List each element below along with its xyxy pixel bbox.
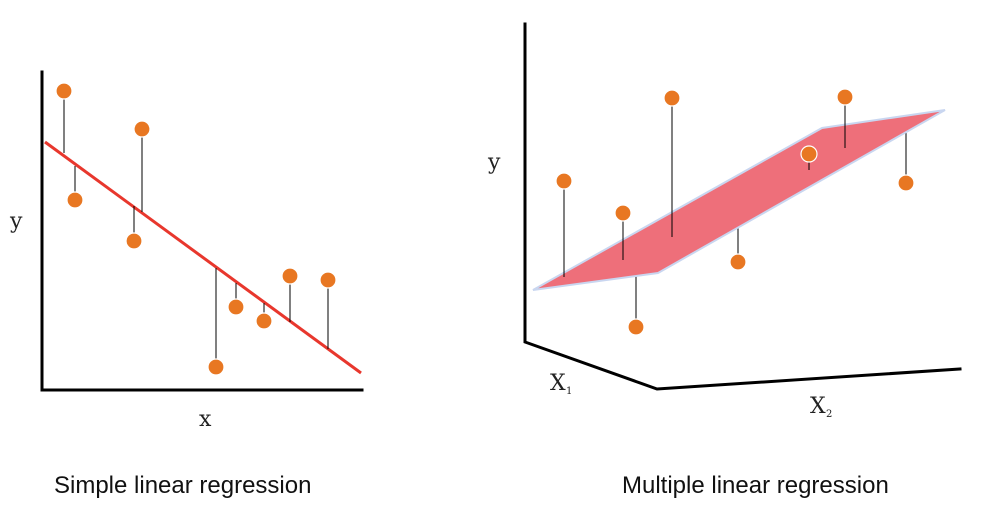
data-point	[207, 358, 225, 376]
multiple-axes	[523, 22, 962, 391]
multiple-y-axis-label: y	[487, 150, 501, 175]
data-point	[255, 312, 273, 330]
data-point	[836, 88, 854, 106]
multiple-regression-panel: y X 1 X 2 Multiple linear regression	[487, 22, 962, 499]
simple-x-axis-label: x	[199, 407, 212, 432]
simple-axes	[40, 70, 364, 392]
data-point	[227, 298, 245, 316]
regression-line	[44, 140, 362, 375]
regression-plane	[532, 109, 946, 291]
data-point	[133, 120, 151, 138]
x2-axis-subscript: 2	[826, 409, 832, 420]
x2-axis-label: X	[810, 394, 826, 419]
x1-axis-subscript: 1	[566, 386, 572, 397]
data-point	[66, 191, 84, 209]
data-point	[125, 232, 143, 250]
simple-y-axis-label: y	[9, 209, 23, 234]
x1-axis-label: X	[550, 371, 566, 396]
data-point	[555, 172, 573, 190]
data-point	[729, 253, 747, 271]
data-point	[55, 82, 73, 100]
data-point	[319, 271, 337, 289]
simple-caption: Simple linear regression	[54, 472, 311, 499]
data-point	[800, 145, 818, 163]
data-point	[663, 89, 681, 107]
multiple-caption: Multiple linear regression	[622, 472, 889, 499]
data-point	[614, 204, 632, 222]
simple-regression-panel: y x Simple linear regression	[9, 70, 364, 499]
data-point	[281, 267, 299, 285]
data-point	[897, 174, 915, 192]
data-point	[627, 318, 645, 336]
